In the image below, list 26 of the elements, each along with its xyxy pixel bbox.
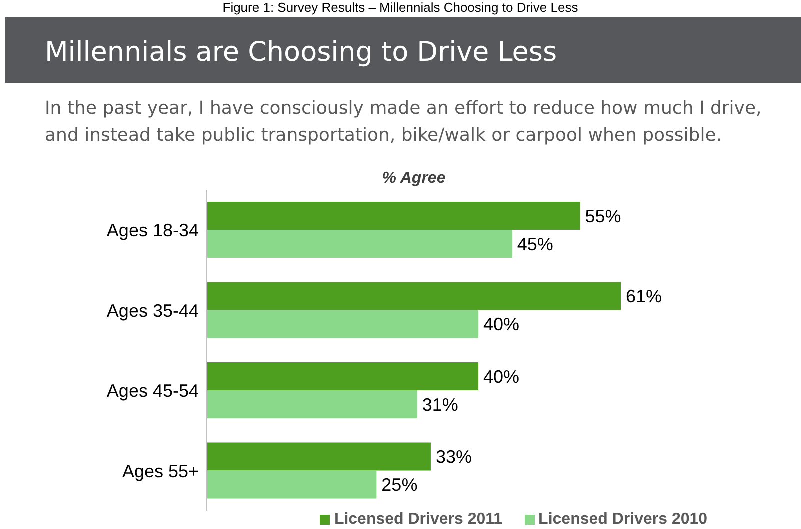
bar xyxy=(207,202,580,230)
data-label: 61% xyxy=(626,286,662,307)
bar xyxy=(207,442,431,471)
caption: Figure 1: Survey Results – Millennials Choosing to Drive Less xyxy=(222,0,580,15)
legend-label: Licensed Drivers 2010 xyxy=(538,511,708,529)
data-label: 55% xyxy=(585,206,622,226)
y-tick-label: Ages 45-54 xyxy=(106,381,199,402)
legend-label: Licensed Drivers 2011 xyxy=(333,511,503,529)
y-tick-label: Ages 35-44 xyxy=(106,300,199,321)
data-label: 40% xyxy=(483,314,520,335)
data-label: 40% xyxy=(483,366,520,387)
y-tick-label: Ages 55+ xyxy=(122,461,199,482)
chart-subtitle: In the past year, I have consciously made an effort to reduce how much I drive, and instead take public transportation, bike/walk or carpool when possible. xyxy=(45,97,763,148)
bar xyxy=(207,282,621,310)
data-label: 33% xyxy=(436,447,472,468)
bar xyxy=(207,470,377,499)
data-label: 45% xyxy=(517,234,554,254)
bar xyxy=(207,390,418,419)
y-tick-label: Ages 18-34 xyxy=(106,220,199,241)
bar xyxy=(207,310,478,338)
data-label: 25% xyxy=(382,475,418,496)
bar xyxy=(207,362,478,391)
chart-title: Millennials are Choosing to Drive Less xyxy=(45,37,558,68)
x-axis-title: % Agree xyxy=(381,170,447,188)
bar xyxy=(207,230,512,258)
data-label: 31% xyxy=(422,394,458,415)
